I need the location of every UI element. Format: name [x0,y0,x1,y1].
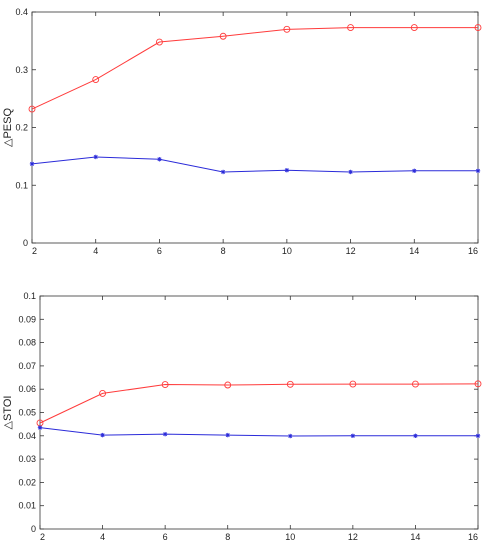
pesq-series-0-point [28,105,36,113]
pesq-series-1-point [412,168,417,174]
pesq-series-1-point [157,157,162,162]
pesq-xtick-label: 8 [221,246,226,256]
pesq-xtick-label: 14 [409,246,419,256]
pesq-series-1-point [348,169,353,175]
pesq-series-1-point [220,169,226,175]
pesq-series-0-point [474,24,482,32]
stoi-series-1-point [413,433,418,438]
pesq-series-1-point [284,168,290,173]
pesq-xtick-label: 2 [32,246,37,256]
stoi-ytick-label: 0.1 [23,291,36,301]
stoi-ytick-label: 0.08 [18,338,36,348]
pesq-series-0-point [347,24,355,32]
pesq-series-1-point [475,168,481,174]
stoi-xtick-label: 16 [468,532,478,542]
stoi-ytick-label: 0.02 [18,477,36,487]
stoi-ytick-label: 0.06 [18,384,36,394]
stoi-ytick-label: 0.05 [18,408,36,418]
stoi-series-0-point [349,380,357,388]
stoi-series-0-point [224,381,232,389]
stoi-series-1-point [162,431,168,437]
pesq-series-1-point [29,161,35,167]
pesq-axes-box [31,11,479,244]
stoi-series-1-point [288,433,293,439]
pesq-series-1-point [93,154,98,160]
stoi-series-0-line [39,383,479,424]
stoi-ytick-label: 0 [31,524,36,534]
pesq-series-0-point [219,32,227,40]
stoi-ytick-label: 0.01 [18,501,36,511]
stoi-series-1-point [350,433,356,438]
pesq-ytick-label: 0.3 [15,65,28,75]
stoi-chart: 0 0.01 0.02 0.03 0.04 0.05 0.06 0.07 0.08 0.09 0.1… [2,291,482,542]
stoi-series-1-line [39,427,478,437]
stoi-series-1-point [475,433,481,438]
stoi-series-0-point [411,380,419,388]
pesq-series-0-point [92,76,100,84]
stoi-xtick-label: 8 [225,532,230,542]
pesq-ytick-label: 0.1 [15,180,28,190]
stoi-xtick-label: 2 [40,532,45,542]
stoi-ytick-label: 0.04 [18,431,36,441]
stoi-series-0-point [99,389,107,397]
stoi-series-1-point [225,432,230,438]
pesq-xtick-label: 10 [282,246,292,256]
stoi-axes-box [39,295,479,530]
pesq-xtick-label: 6 [157,246,162,256]
stoi-xtick-label: 4 [100,532,105,542]
pesq-xtick-label: 12 [346,246,356,256]
stoi-series-1-point [100,432,105,438]
pesq-series-0-line [31,27,478,110]
stoi-xtick-label: 14 [410,532,420,542]
stoi-series-0-point [161,381,169,388]
pesq-xtick-label: 4 [93,246,98,256]
stoi-xtick-label: 6 [163,532,168,542]
stoi-ylabel: △STOI [2,396,14,430]
pesq-series-0-point [410,24,418,32]
stoi-series-1-point [37,425,43,430]
pesq-ytick-label: 0 [23,238,28,248]
stoi-series-0-point [474,380,482,388]
pesq-chart: 0 0.1 0.2 0.3 0.4 2 4 6 8 10 12 14 16 △PESQ [2,7,482,256]
pesq-series-0-point [283,25,291,33]
pesq-ytick-label: 0.2 [15,123,28,133]
stoi-ytick-label: 0.07 [18,361,36,371]
pesq-ylabel: △PESQ [2,108,14,147]
pesq-series-1-line [31,156,478,173]
stoi-ytick-label: 0.09 [18,314,36,324]
stoi-xtick-label: 10 [285,532,295,542]
pesq-xtick-label: 16 [468,246,478,256]
stoi-ytick-label: 0.03 [18,454,36,464]
stoi-xtick-label: 12 [348,532,358,542]
pesq-series-0-point [155,38,163,46]
pesq-ytick-label: 0.4 [15,7,28,17]
stoi-series-0-point [286,380,294,388]
